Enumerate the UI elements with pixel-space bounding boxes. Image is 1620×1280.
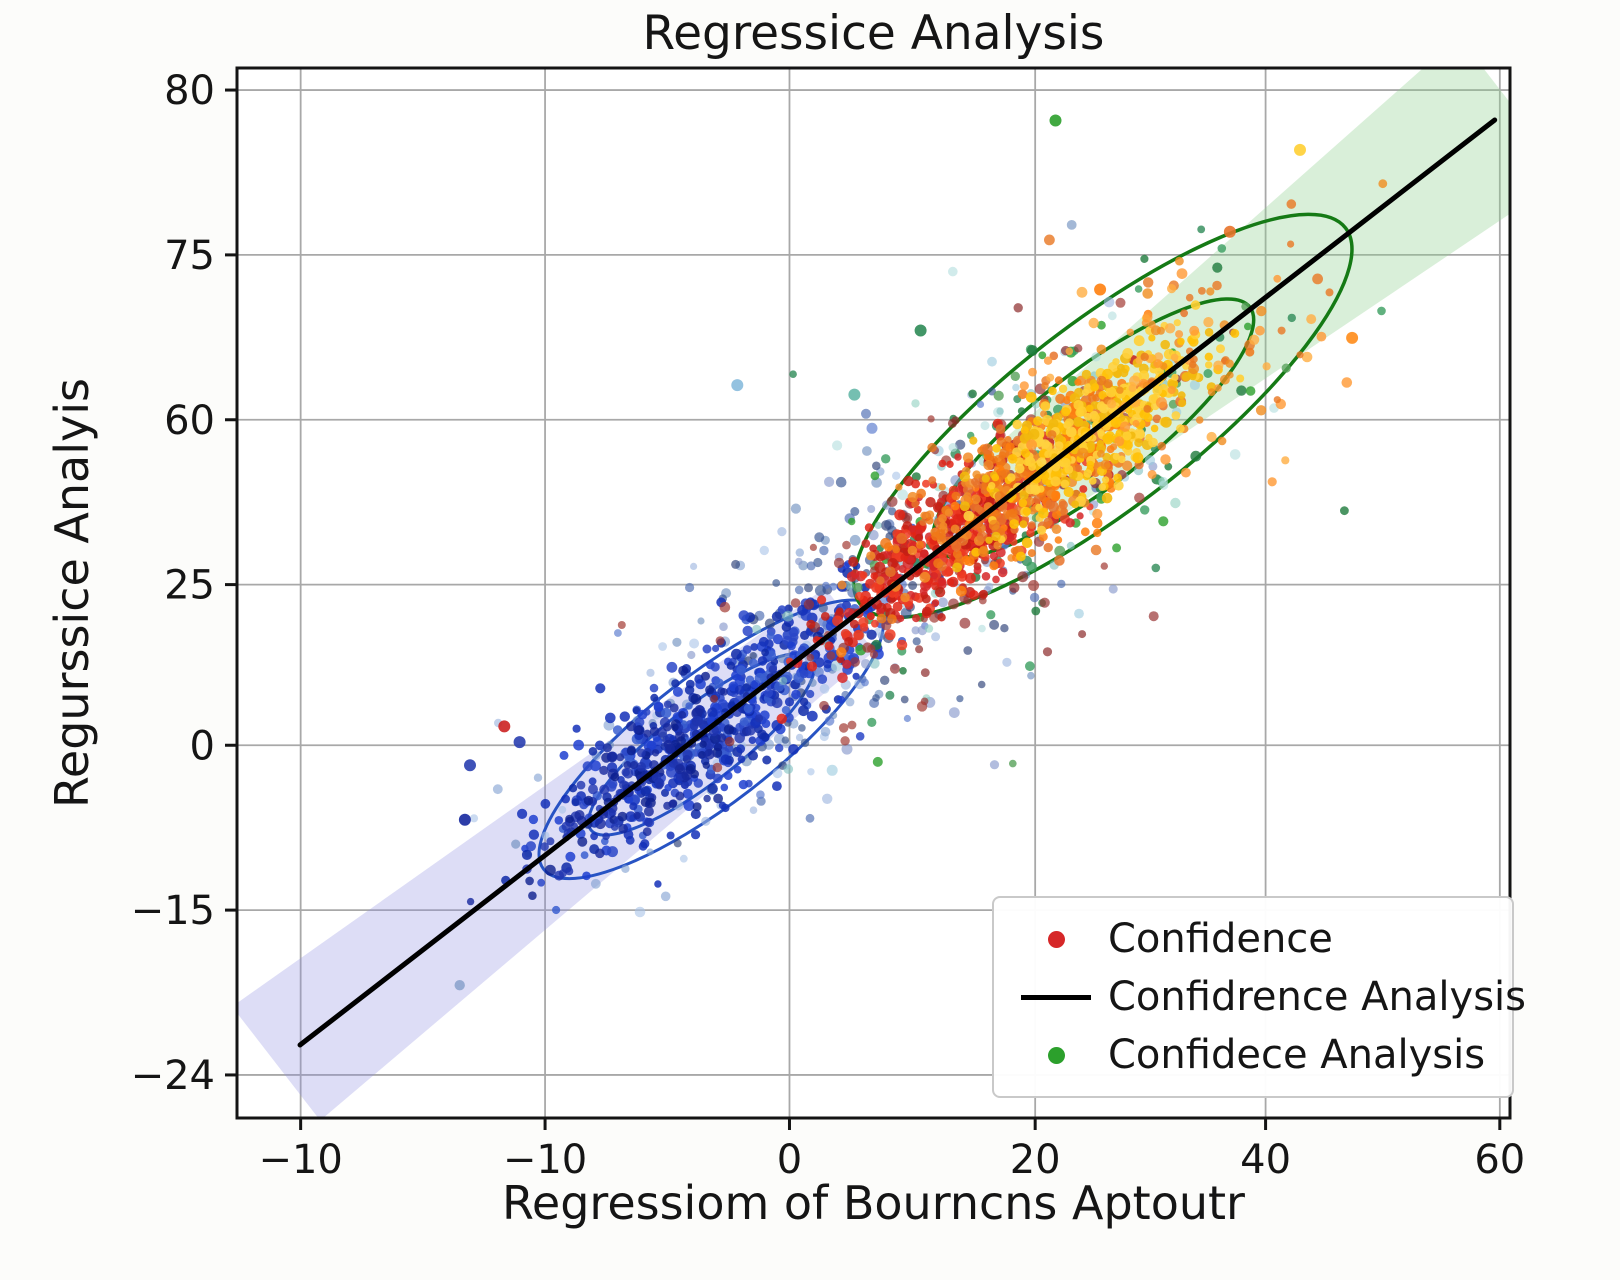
- tick-marks: [225, 88, 1502, 1130]
- plot-content: [237, 68, 1510, 1118]
- x-axis-label: Regressiom of Bourncns Aptoutr: [502, 1176, 1245, 1230]
- legend: Confidence Confidrence Analysis Confidece …: [992, 896, 1526, 1098]
- y-tick-label: 0: [190, 723, 215, 769]
- legend-item: Confidrence Analysis: [1004, 972, 1526, 1022]
- outlier-points: [458, 114, 1359, 826]
- legend-item: Confidence: [1004, 914, 1502, 964]
- legend-dot-marker: [1004, 930, 1108, 948]
- legend-item: Confidece Analysis: [1004, 1030, 1502, 1080]
- x-tick-label: −10: [258, 1137, 342, 1183]
- x-tick-label: 60: [1474, 1137, 1525, 1183]
- tick-labels: −10 −10 0 20 40 60 80 75 60 25 0 −15 −24: [131, 68, 1526, 1183]
- legend-item-label: Confidece Analysis: [1108, 1032, 1486, 1078]
- legend-dot-marker: [1004, 1046, 1108, 1064]
- y-tick-label: 60: [164, 398, 215, 444]
- grid: [237, 68, 1510, 1118]
- axes-frame: [235, 66, 1512, 1120]
- regression-line: [297, 117, 1498, 1048]
- y-tick-label: −15: [131, 888, 215, 934]
- y-tick-label: 75: [164, 233, 215, 279]
- y-tick-label: 25: [164, 563, 215, 609]
- chart-title: Regressice Analysis: [642, 6, 1105, 61]
- legend-line-marker: [1004, 994, 1108, 1000]
- y-tick-label: 80: [164, 68, 215, 114]
- y-tick-label: −24: [131, 1053, 215, 1099]
- x-tick-label: 0: [777, 1137, 802, 1183]
- x-tick-label: −10: [503, 1137, 587, 1183]
- x-tick-label: 20: [1010, 1137, 1061, 1183]
- legend-item-label: Confidence: [1108, 916, 1333, 962]
- x-tick-label: 40: [1240, 1137, 1291, 1183]
- legend-item-label: Confidrence Analysis: [1108, 974, 1526, 1020]
